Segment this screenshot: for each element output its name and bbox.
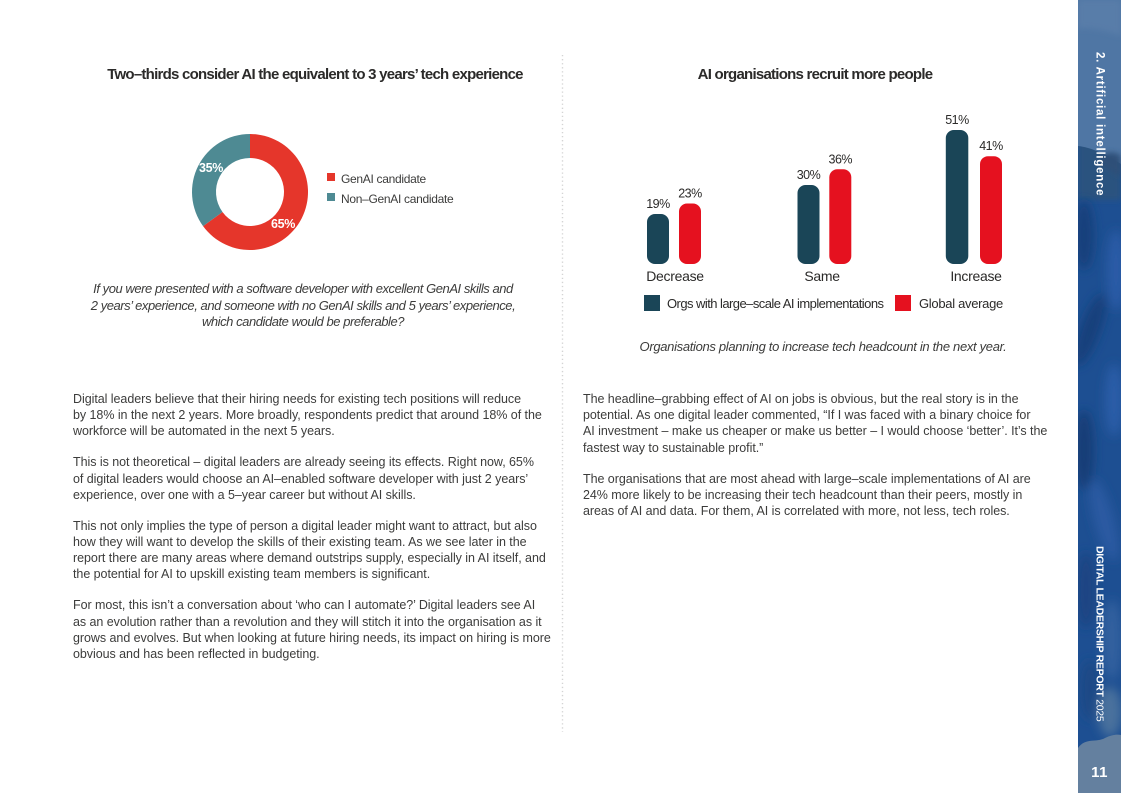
svg-text:19%: 19% [646,197,670,211]
svg-text:Same: Same [804,268,840,284]
svg-text:65%: 65% [271,217,295,231]
svg-text:51%: 51% [945,113,969,127]
svg-text:Increase: Increase [950,268,1002,284]
svg-text:41%: 41% [979,139,1003,153]
svg-text:35%: 35% [199,161,223,175]
svg-text:23%: 23% [678,187,702,201]
svg-text:36%: 36% [829,152,853,166]
svg-text:Decrease: Decrease [646,268,704,284]
svg-text:30%: 30% [797,168,821,182]
